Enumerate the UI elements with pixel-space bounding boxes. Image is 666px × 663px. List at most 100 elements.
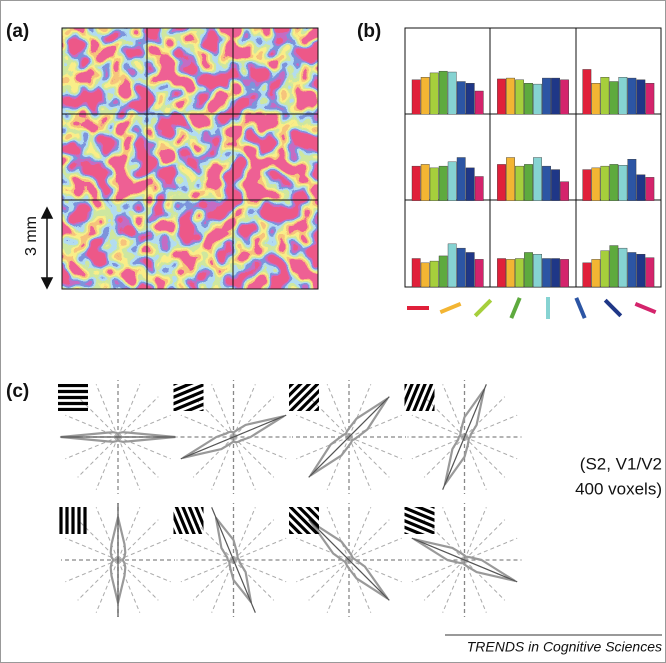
grating-stripe (405, 384, 421, 411)
grating-stripe (289, 528, 295, 534)
tuning-curve (309, 520, 389, 600)
grating-stripe (404, 512, 435, 529)
grating-stripe (412, 384, 427, 411)
polar-spoke (117, 436, 159, 478)
polar-spoke (192, 519, 234, 561)
bar (465, 252, 475, 288)
grating-stripe (151, 493, 182, 567)
bar (551, 77, 560, 115)
grating-stripe (187, 507, 203, 534)
bar (524, 164, 533, 201)
grating-stripe (293, 386, 350, 443)
tuning-curve (214, 516, 253, 604)
polar-spoke (233, 519, 275, 561)
polar-spoke (180, 559, 234, 583)
bar (636, 253, 646, 288)
polar-spoke (348, 519, 390, 561)
grating-stripe (289, 507, 319, 534)
polar-spoke (95, 384, 119, 438)
bar (645, 177, 655, 201)
polar-spoke (77, 396, 119, 438)
bar (506, 259, 515, 288)
bar (627, 159, 637, 201)
polar-spoke (192, 396, 234, 438)
polar-spoke (326, 384, 350, 438)
bar (600, 77, 610, 115)
bar (542, 258, 551, 288)
grating (289, 507, 319, 534)
bar (515, 79, 524, 115)
bar (636, 79, 646, 115)
grating-stripe (173, 389, 204, 406)
bar (609, 164, 619, 201)
bar (542, 77, 551, 115)
bar (551, 258, 560, 288)
bar (456, 157, 466, 201)
polar-spoke (464, 414, 518, 438)
grating-stripe (392, 483, 466, 514)
polar-spoke (326, 436, 350, 490)
bar (447, 71, 457, 115)
orientation-key (439, 301, 462, 315)
bar (582, 69, 592, 115)
grating (392, 483, 466, 534)
grating-stripe (289, 511, 312, 534)
bar (560, 259, 569, 288)
scale-label: 3 mm (23, 216, 40, 256)
grating-stripe (305, 507, 319, 521)
polar-spoke (348, 507, 372, 561)
grating-stripe (404, 532, 410, 534)
polar-spoke (296, 537, 350, 561)
polar-spoke (423, 519, 465, 561)
bar (438, 70, 448, 115)
grating-stripe (161, 404, 235, 435)
scale-arrow (40, 206, 54, 290)
panel-label: (b) (357, 21, 381, 42)
note-line: 400 voxels) (575, 479, 662, 498)
bar (447, 243, 457, 288)
polar-spoke (233, 559, 275, 601)
bar (618, 247, 628, 288)
grating-stripe (296, 388, 319, 411)
bar (645, 83, 655, 115)
polar-spoke (326, 507, 350, 561)
grating-stripe (404, 519, 435, 534)
grating-stripe (426, 370, 457, 444)
polar-spoke (233, 436, 275, 478)
grating-stripe (382, 351, 413, 425)
bar (429, 167, 439, 201)
polar-spoke (95, 559, 119, 613)
grating (289, 384, 350, 443)
bar (465, 167, 475, 201)
grating-stripe (305, 397, 319, 411)
grating-stripe (404, 384, 408, 391)
orientation-map (62, 28, 318, 289)
grating-stripe (404, 507, 435, 522)
polar-spoke (211, 384, 234, 438)
polar-spoke (464, 507, 487, 561)
polar-spoke (464, 436, 506, 478)
bar (474, 90, 484, 115)
bar (533, 253, 542, 288)
bar (600, 165, 610, 201)
bar (420, 77, 430, 115)
bar (524, 252, 533, 288)
polar-spoke (77, 436, 119, 478)
preferred-axis (211, 507, 256, 613)
bar (474, 259, 484, 288)
polar-spoke (411, 436, 465, 460)
grating-stripe (313, 507, 319, 513)
polar-spoke (348, 436, 372, 490)
grating-stripe (173, 396, 204, 411)
polar-spoke (348, 559, 372, 613)
polar-spoke (65, 559, 119, 583)
polar-spoke (233, 537, 287, 561)
polar-spoke (117, 537, 171, 561)
bar (411, 79, 421, 115)
footer: TRENDS in Cognitive Sciences (467, 639, 662, 655)
bar (609, 245, 619, 288)
grating-stripe (183, 402, 204, 411)
bar (582, 262, 592, 288)
bar (515, 258, 524, 288)
